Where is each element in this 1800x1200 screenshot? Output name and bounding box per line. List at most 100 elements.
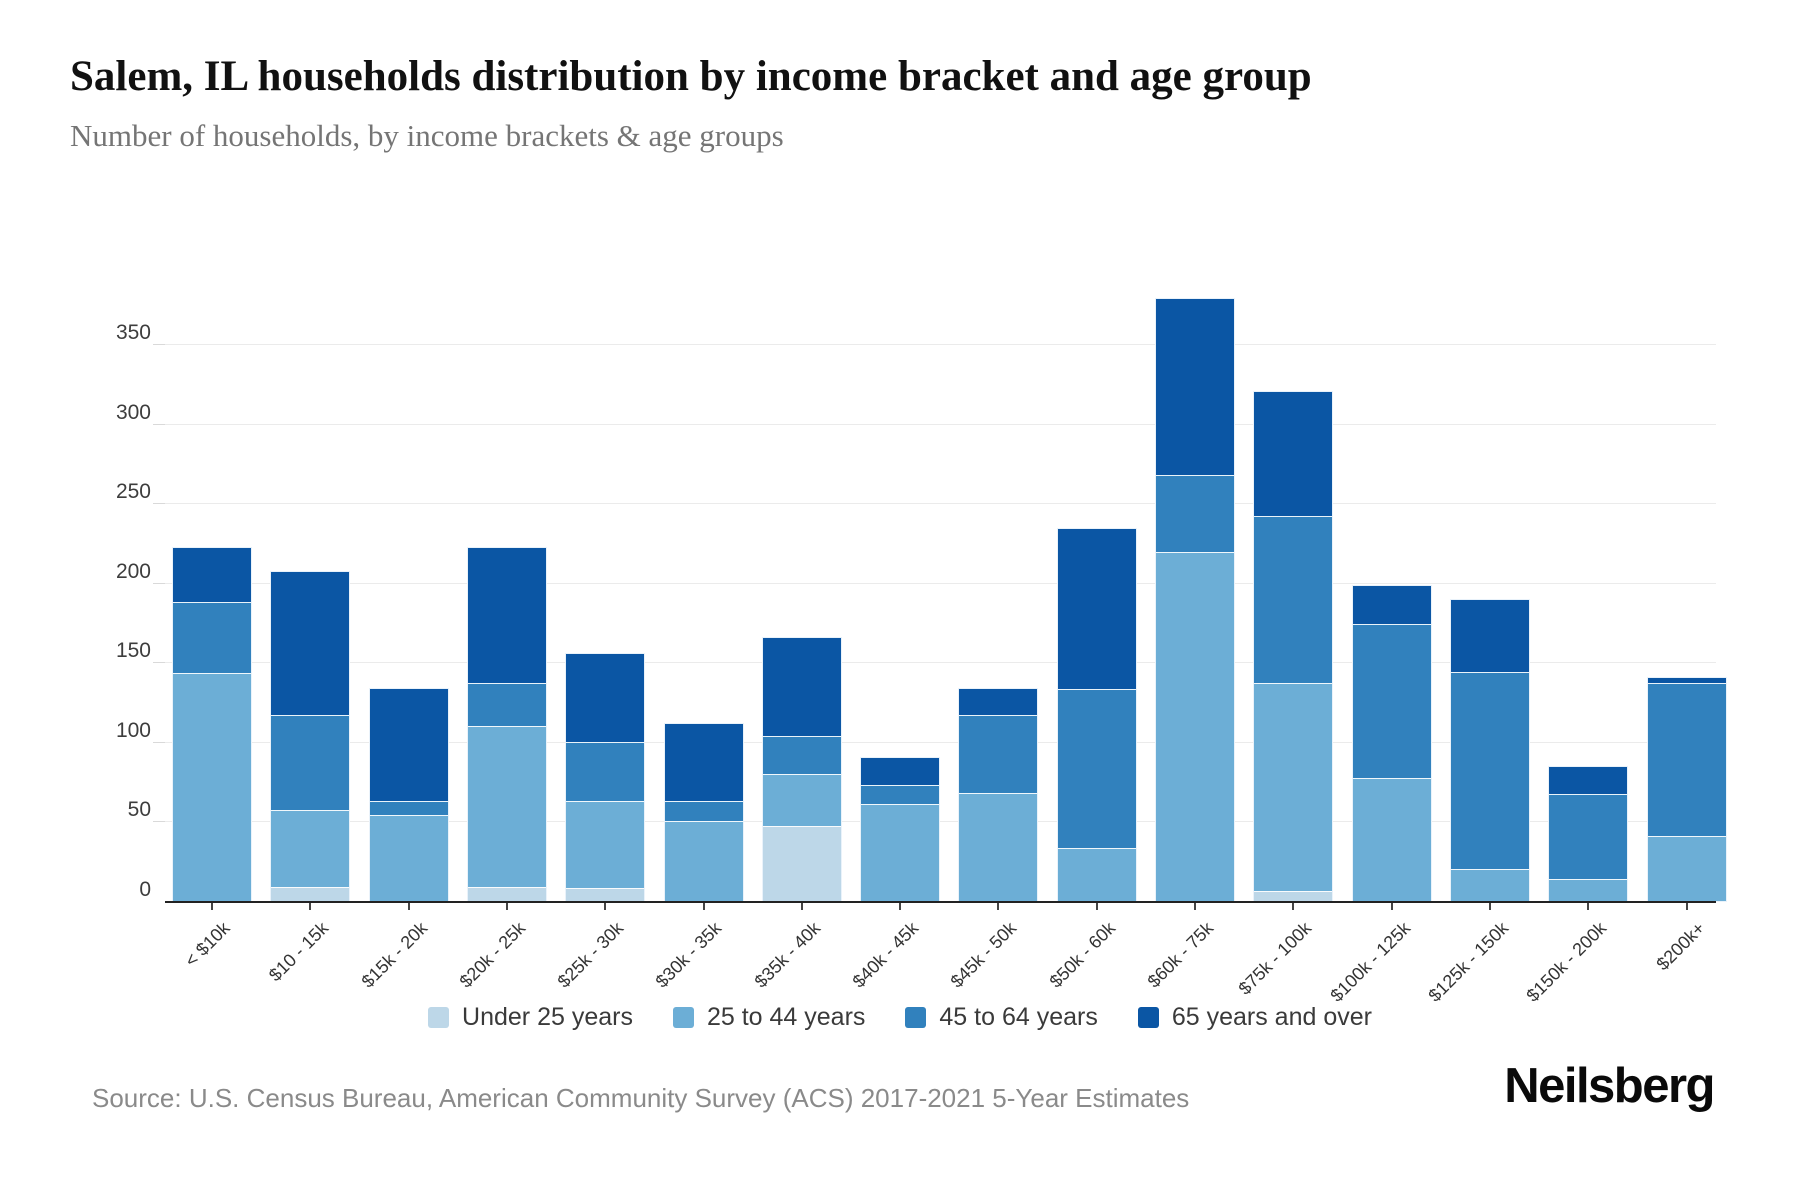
bar [861,757,940,901]
x-axis-label: $45k - 50k [946,918,1021,992]
legend-swatch-25-to-44 [672,1007,694,1028]
gridline [153,503,1716,505]
bar [173,547,251,901]
bar-segment [861,784,940,804]
bar-segment [369,689,448,801]
bar [1254,391,1333,901]
x-axis-tick [1292,903,1295,910]
bar [369,689,448,901]
bar-segment [1450,600,1529,672]
legend-swatch-45-to-64 [905,1007,927,1028]
y-axis-label: 350 [115,321,151,345]
source-note: Source: U.S. Census Bureau, American Com… [92,1083,1190,1113]
bar [1057,528,1136,901]
bar-segment [762,826,841,901]
bar-segment [959,792,1038,901]
legend-label: 45 to 64 years [939,1003,1098,1031]
x-axis-label: $150k - 200k [1522,918,1611,1006]
bar [1352,585,1431,901]
bar-segment [173,601,251,674]
bar-segment [1352,585,1431,625]
bar-segment [1156,474,1234,553]
legend-label: 65 years and over [1171,1003,1372,1031]
bar [271,571,350,901]
x-axis-tick [1685,903,1688,910]
x-axis-tick [1390,903,1393,910]
brand-logo: Neilsberg [1504,1059,1715,1113]
legend-swatch-under-25 [428,1007,450,1028]
gridline [153,423,1716,425]
x-axis-label: $30k - 35k [652,918,726,992]
bar-segment [1647,683,1726,836]
bar-segment [467,886,546,901]
bar-segment [959,714,1038,793]
bar-segment [467,725,546,887]
x-axis-tick [1488,903,1491,910]
bar [1450,600,1529,901]
x-axis-label: $50k - 60k [1045,918,1119,992]
bar-segment [369,815,448,901]
bar-segment [959,689,1038,715]
x-axis-label: < $10k [181,918,235,971]
x-axis-label: $40k - 45k [848,918,923,992]
bar [1647,678,1726,901]
bar-segment [467,547,546,684]
x-axis-tick [1194,903,1196,910]
bar [959,689,1038,901]
bar-segment [173,547,251,602]
x-axis-tick [309,903,312,910]
bar-segment [1254,891,1333,901]
x-axis-label: $200k+ [1652,918,1709,975]
legend: Under 25 years 25 to 44 years 45 to 64 y… [0,1003,1800,1032]
y-axis-label: 0 [139,878,151,901]
x-axis-line [165,901,1716,903]
bar-segment [1549,794,1628,879]
legend-label: 25 to 44 years [706,1003,866,1031]
bar-segment [1156,552,1234,901]
bar-segment [271,714,350,811]
legend-item: 25 to 44 years [672,1003,866,1032]
y-axis-label: 150 [115,639,151,663]
bar-segment [566,800,645,889]
bar-segment [1057,848,1136,901]
x-axis-label: $125k - 150k [1424,918,1513,1006]
bar-segment [369,800,448,816]
y-axis-label: 300 [115,400,151,424]
bar [664,724,743,901]
gridline [153,662,1716,664]
x-axis-tick [407,903,410,910]
bar [762,638,841,901]
bar-segment [762,773,841,827]
legend-item: Under 25 years [428,1003,633,1032]
bar-segment [1549,767,1628,795]
bar-segment [664,800,743,822]
bar [1156,299,1234,901]
bar-segment [566,888,645,901]
plot-area: 0 50 100 150 200 250 300 350 < $10k $10 - 15k $15k… [116,250,1726,1006]
legend-swatch-65-and-over [1137,1007,1159,1028]
bar-segment [271,810,350,887]
x-axis-label: $35k - 40k [750,918,824,992]
x-axis-tick [800,903,803,910]
x-axis-label: $60k - 75k [1143,918,1218,992]
gridline [153,344,1716,346]
bar-segment [1352,778,1431,901]
bar-segment [1057,528,1136,690]
legend-item: 45 to 64 years [905,1003,1098,1032]
x-axis-tick [702,903,705,910]
bar-segment [1549,878,1628,901]
x-axis-label: $25k - 30k [553,918,628,992]
bar [1549,767,1628,901]
bar-segment [1156,299,1234,475]
x-axis-tick [211,903,213,910]
legend-item: 65 years and over [1137,1003,1372,1032]
x-axis-tick [899,903,902,910]
x-axis-tick [1587,903,1590,910]
bar-segment [1450,869,1529,901]
x-axis-label: $15k - 20k [357,918,431,992]
gridline [153,741,1716,743]
y-axis-label: 50 [127,798,151,822]
bar-segment [664,724,743,801]
bar-segment [1254,682,1333,892]
page-subtitle: Number of households, by income brackets… [70,118,784,153]
